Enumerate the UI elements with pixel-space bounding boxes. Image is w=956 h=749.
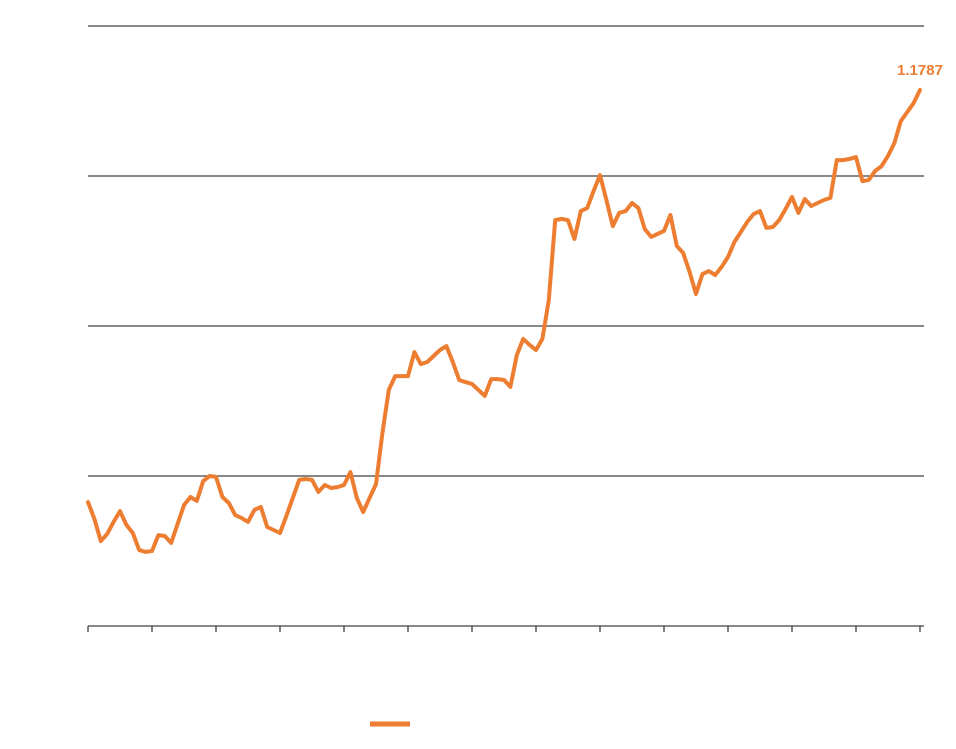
- data-label: 1.1787: [897, 62, 943, 79]
- series-line: [86, 87, 922, 554]
